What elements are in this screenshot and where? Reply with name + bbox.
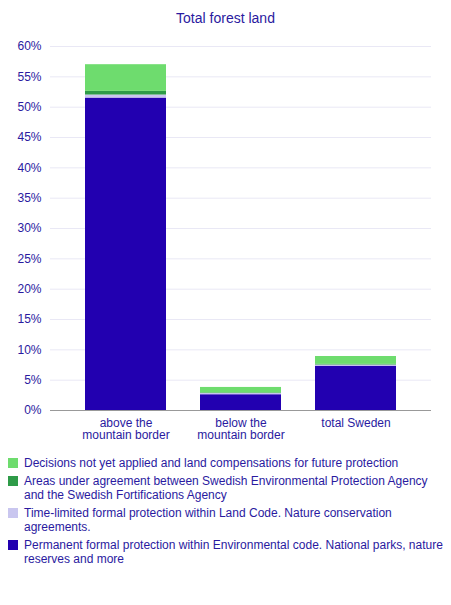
svg-text:10%: 10% — [17, 343, 41, 357]
svg-text:50%: 50% — [17, 100, 41, 114]
html-text:Permanent formal protection wi: Permanent formal protection within Envir… — [24, 538, 443, 566]
svg-text:above themountain border: above themountain border — [82, 416, 169, 442]
svg-text:45%: 45% — [17, 130, 41, 144]
svg-text:35%: 35% — [17, 191, 41, 205]
html-text:Total forest land: Total forest land — [176, 10, 275, 26]
svg-text:total Sweden: total Sweden — [321, 416, 390, 430]
svg-text:below themountain border: below themountain border — [197, 416, 284, 442]
svg-text:60%: 60% — [17, 39, 41, 53]
svg-text:15%: 15% — [17, 312, 41, 326]
svg-text:20%: 20% — [17, 282, 41, 296]
html-text:Decisions not yet applied and: Decisions not yet applied and land compe… — [24, 456, 399, 470]
svg-text:40%: 40% — [17, 161, 41, 175]
html-text:Time-limited formal protection: Time-limited formal protection within La… — [24, 506, 392, 534]
svg-text:30%: 30% — [17, 221, 41, 235]
html-text:Areas under agreement between: Areas under agreement between Swedish En… — [24, 474, 428, 502]
svg-text:55%: 55% — [17, 70, 41, 84]
svg-text:5%: 5% — [24, 373, 42, 387]
svg-text:0%: 0% — [24, 403, 42, 417]
svg-text:25%: 25% — [17, 252, 41, 266]
